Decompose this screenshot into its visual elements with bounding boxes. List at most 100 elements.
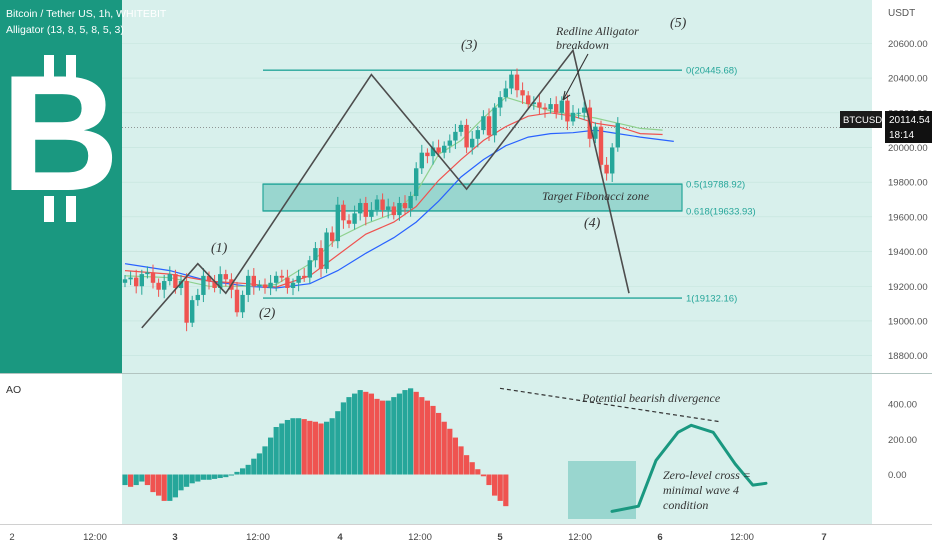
candle-body <box>565 100 570 122</box>
price-tick-label: 19000.00 <box>888 316 928 327</box>
candle-body <box>251 275 256 287</box>
ao-tick-label: 400.00 <box>888 400 917 411</box>
candle-body <box>335 204 340 242</box>
ao-bar <box>200 474 206 480</box>
bitcoin-logo-bar-bottom-right <box>66 196 76 222</box>
candle-body <box>391 206 396 216</box>
ao-bar <box>240 468 246 475</box>
candle-body <box>397 202 402 216</box>
candle-body <box>526 95 531 105</box>
candle-body <box>582 107 587 113</box>
zero-cross-line3: condition <box>663 498 708 512</box>
ao-bar <box>228 474 234 476</box>
divergence-line <box>499 387 721 423</box>
candle-body <box>296 275 301 283</box>
candle-body <box>262 284 268 288</box>
candle-body <box>531 102 536 105</box>
ao-bar <box>178 474 184 491</box>
time-tick-label: 12:00 <box>246 532 270 543</box>
ao-bar <box>245 464 251 475</box>
ao-bar <box>436 412 442 475</box>
ao-bar <box>357 390 363 475</box>
candle-body <box>598 126 604 165</box>
time-tick-label: 3 <box>172 532 177 543</box>
candlesticks <box>122 68 620 332</box>
indicator-title: Alligator (13, 8, 5, 8, 5, 3) <box>6 24 124 36</box>
time-tick-label: 12:00 <box>730 532 754 543</box>
ao-bar <box>161 474 167 501</box>
price-tick-label: 20400.00 <box>888 74 928 85</box>
candle-body <box>442 145 447 153</box>
candle-body <box>481 116 486 131</box>
ao-bar <box>380 400 386 475</box>
fib-level-label: 0.5(19788.92) <box>686 180 745 191</box>
ao-bar <box>150 474 156 493</box>
ao-axis: 0.00 200.00 400.00 <box>888 400 917 481</box>
candle-body <box>554 104 559 113</box>
candle-body <box>122 279 128 283</box>
candle-body <box>134 277 139 287</box>
price-tick-label: 19800.00 <box>888 178 928 189</box>
ao-bar <box>441 421 447 475</box>
wave-1-label: (1) <box>211 241 228 256</box>
symbol-tag-bg <box>840 111 882 128</box>
candle-body <box>212 281 217 288</box>
ao-bar <box>340 402 346 475</box>
ao-bar <box>464 455 470 475</box>
candle-body <box>307 260 312 278</box>
ao-bar <box>234 471 240 475</box>
price-grid <box>122 43 872 356</box>
ao-bar <box>352 393 358 475</box>
candle-body <box>419 152 424 169</box>
candle-body <box>408 196 413 209</box>
ao-bar <box>419 397 425 475</box>
time-tick-label: 6 <box>657 532 662 543</box>
candle-body <box>520 90 525 96</box>
ao-bar <box>385 400 391 475</box>
ao-bar <box>307 420 313 475</box>
zero-cross-line2: minimal wave 4 <box>663 483 739 497</box>
candle-body <box>503 88 508 98</box>
ao-bar <box>284 419 290 475</box>
candle-body <box>145 272 150 275</box>
time-tick-label: 4 <box>337 532 343 543</box>
candle-body <box>128 277 133 280</box>
candle-body <box>374 199 380 210</box>
time-tick-label: 12:00 <box>408 532 432 543</box>
candle-body <box>139 274 144 287</box>
ao-bar <box>128 474 134 487</box>
candle-body <box>548 104 553 110</box>
ao-bar <box>279 423 285 475</box>
ao-histogram <box>122 387 768 519</box>
ao-bar <box>452 437 458 475</box>
candle-body <box>184 281 189 323</box>
time-tick-label: 12:00 <box>568 532 592 543</box>
candle-body <box>358 202 363 214</box>
ao-bar <box>318 423 324 475</box>
ao-bar <box>290 418 296 475</box>
ao-bar <box>212 474 218 479</box>
candle-body <box>257 284 262 287</box>
ao-bar <box>139 474 145 482</box>
ao-bar <box>122 474 128 486</box>
ao-bar <box>312 421 318 475</box>
ao-bar <box>217 474 223 479</box>
candle-body <box>475 130 480 139</box>
ao-bar <box>256 453 262 475</box>
candle-body <box>206 275 212 282</box>
candle-body <box>162 281 167 290</box>
countdown-tag: 18:14 <box>889 130 914 141</box>
ao-bar <box>262 446 268 475</box>
ao-plot-bg <box>122 374 872 524</box>
candle-body <box>268 282 273 288</box>
candle-body <box>386 206 391 210</box>
candle-body <box>537 102 542 108</box>
candle-body <box>363 202 368 217</box>
candle-body <box>369 209 374 217</box>
ao-bar <box>133 474 139 486</box>
ao-bar <box>195 474 201 482</box>
ao-bar <box>408 388 414 475</box>
ao-bar <box>268 437 274 475</box>
candle-body <box>615 123 620 148</box>
